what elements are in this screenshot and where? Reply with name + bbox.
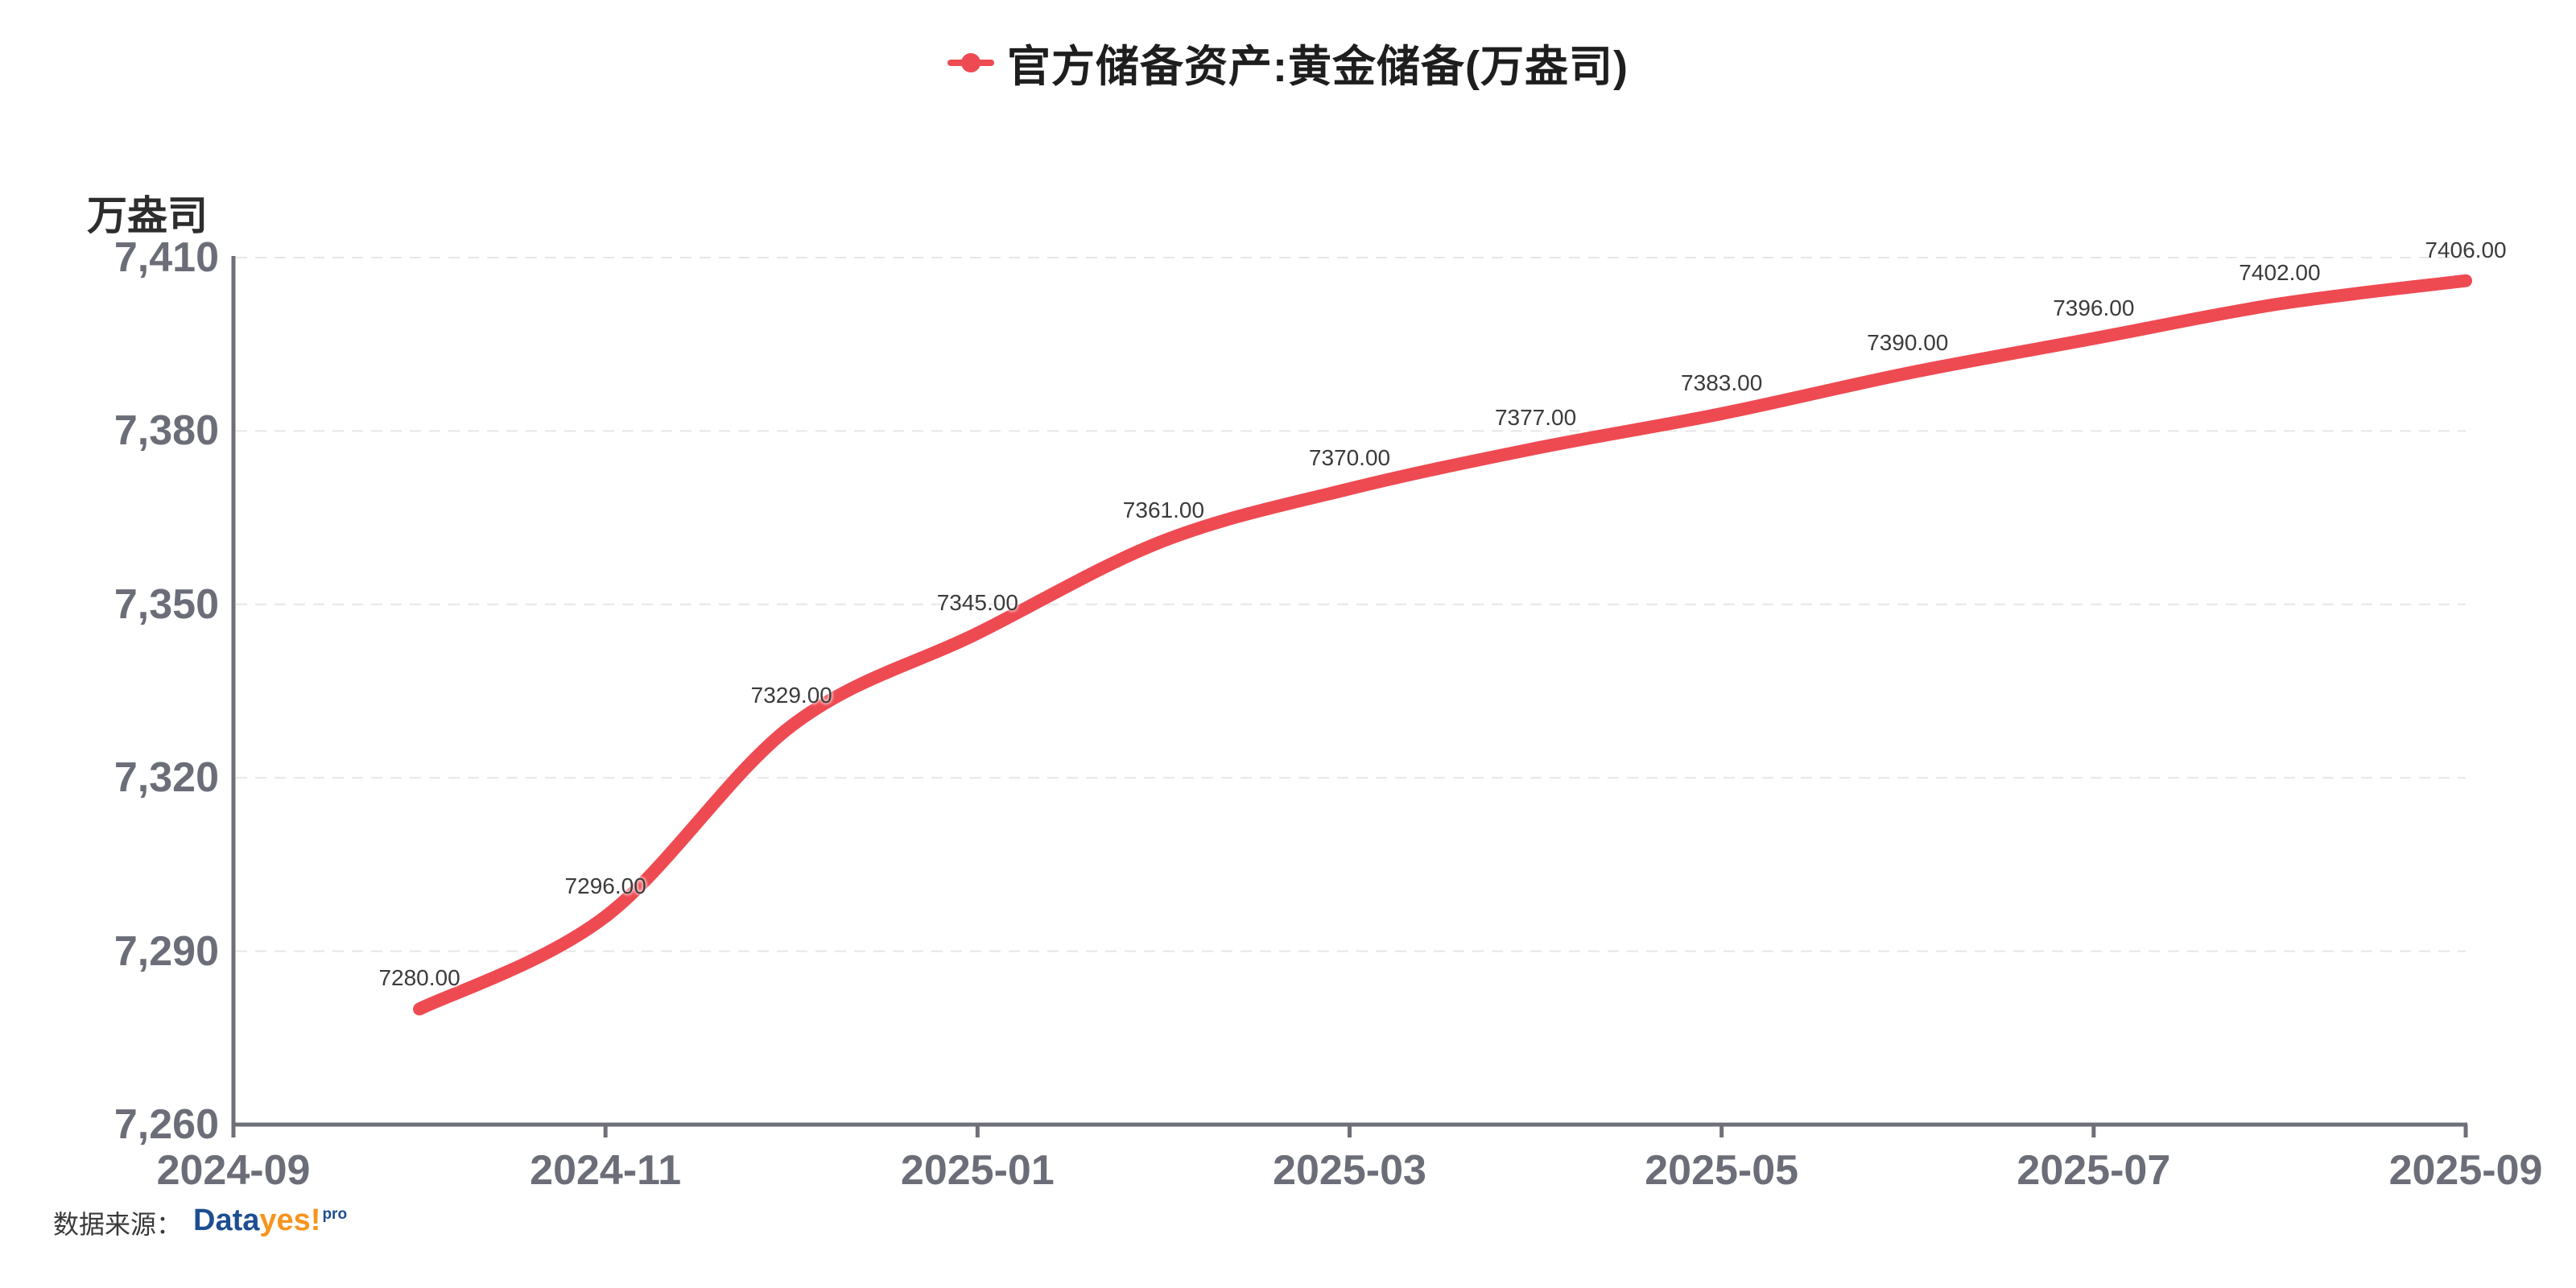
y-tick-label: 7,380 [114,407,219,455]
chart-title: 官方储备资产:黄金储备(万盎司) [1007,43,1629,91]
data-point-label: 7396.00 [2053,295,2135,320]
data-point-label: 7377.00 [1494,404,1577,430]
data-point-label: 7390.00 [1867,329,1949,355]
x-tick-label: 2025-01 [900,1147,1055,1194]
legend-dot-icon [961,52,981,72]
y-tick-label: 7,410 [114,234,219,281]
data-point-label: 7361.00 [1122,497,1205,522]
x-tick-label: 2024-11 [530,1147,682,1194]
y-tick-label: 7,290 [114,927,219,975]
data-point-label: 7296.00 [564,873,646,898]
datayes-logo-yes: yes! [259,1203,321,1237]
data-source: 数据来源： Datayes! pro [53,1203,348,1241]
data-point-label: 7345.00 [936,589,1018,615]
legend-line-dot-icon [947,52,995,72]
x-tick-label: 2024-09 [156,1147,311,1194]
y-tick-label: 7,260 [114,1101,219,1148]
y-tick-label: 7,350 [114,580,219,628]
legend[interactable]: 官方储备资产:黄金储备(万盎司) [0,31,2576,94]
x-tick-label: 2025-03 [1273,1147,1426,1194]
y-tick-label: 7,320 [114,754,219,802]
datayes-logo-data: Data [193,1203,260,1237]
x-tick-label: 2025-09 [2388,1147,2543,1194]
data-source-prefix: 数据来源： [53,1210,183,1239]
data-point-label: 7406.00 [2425,237,2507,262]
datayes-logo-pro: pro [322,1206,348,1224]
data-point-label: 7370.00 [1308,445,1391,471]
data-point-label: 7402.00 [2239,260,2321,286]
y-axis-unit-label: 万盎司 [87,193,208,238]
x-tick-label: 2025-07 [2017,1147,2171,1194]
data-point-label: 7329.00 [750,682,832,708]
data-point-label: 7383.00 [1681,369,1763,395]
datayes-logo: Datayes! pro [193,1203,348,1238]
x-tick-label: 2025-05 [1645,1147,1799,1194]
series-line[interactable] [413,274,2472,1016]
data-point-label: 7280.00 [378,965,460,991]
